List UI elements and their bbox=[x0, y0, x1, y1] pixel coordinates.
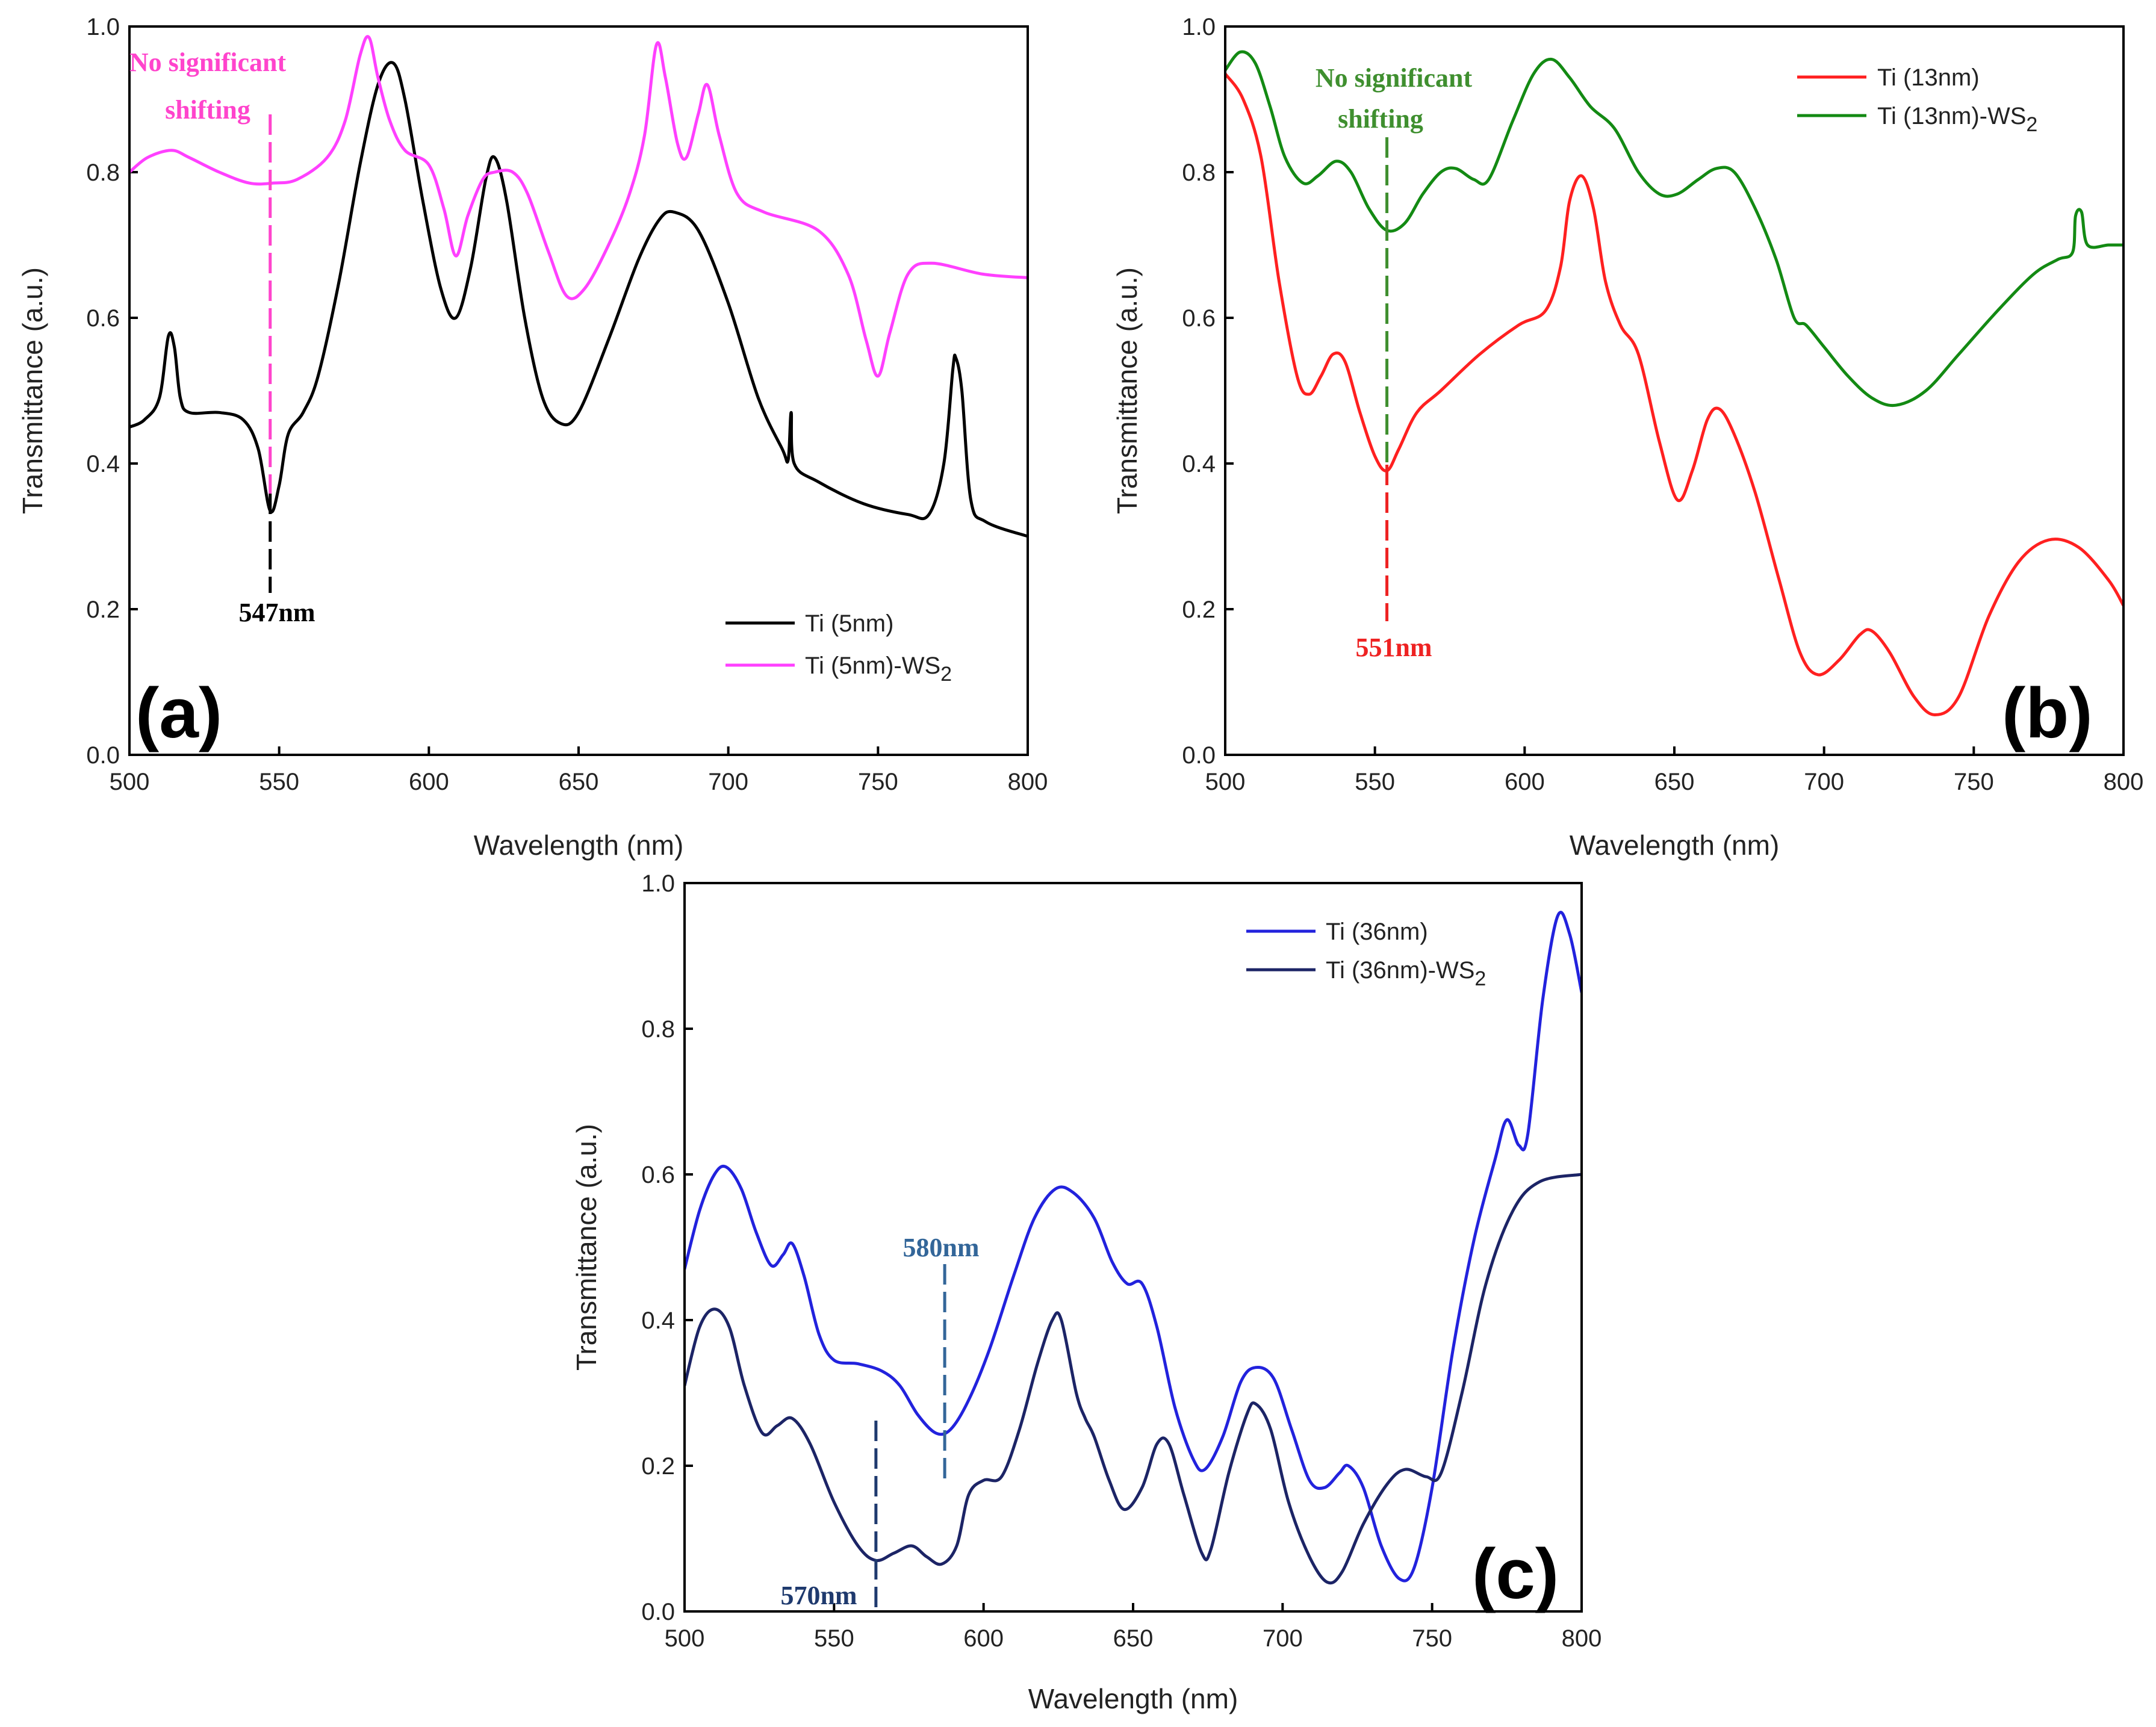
y-tick-label: 0.4 bbox=[1182, 451, 1216, 477]
panel-a-xlabel: Wavelength (nm) bbox=[474, 829, 684, 861]
panel-c-label: (c) bbox=[1472, 1534, 1559, 1614]
panel-b-xlabel: Wavelength (nm) bbox=[1570, 829, 1780, 861]
panel-a-legend: Ti (5nm) Ti (5nm)-WS2 bbox=[725, 610, 952, 686]
x-tick-label: 600 bbox=[1505, 769, 1545, 795]
panel-c-ylabel: Transmittance (a.u.) bbox=[571, 1124, 602, 1371]
panel-c-legend: Ti (36nm) Ti (36nm)-WS2 bbox=[1246, 919, 1486, 990]
x-tick-label: 700 bbox=[708, 769, 748, 795]
x-tick-label: 800 bbox=[1008, 769, 1048, 795]
panel-a-annotation-line2: shifting bbox=[165, 95, 250, 125]
y-tick-label: 0.0 bbox=[1182, 742, 1216, 769]
y-tick-label: 0.6 bbox=[641, 1162, 675, 1188]
panel-a-ticks: 500 550 600 650 700 750 800 0.0 0.2 0.4 0.6 0.8 1.0 bbox=[86, 14, 1048, 795]
x-tick-label: 550 bbox=[259, 769, 299, 795]
legend-label-ti-5nm-ws2: Ti (5nm)-WS2 bbox=[805, 653, 952, 686]
panel-c: 500 550 600 650 700 750 8000.00.20.40.60.81.0 … bbox=[571, 870, 1601, 1714]
panel-a-annotation-line1: No significant bbox=[129, 48, 287, 77]
panel-b-label: (b) bbox=[2002, 674, 2093, 753]
y-tick-label: 0.0 bbox=[641, 1599, 675, 1625]
panel-a-ylabel: Transmittance (a.u.) bbox=[17, 267, 48, 514]
panel-b-series bbox=[1225, 50, 2123, 716]
legend-label-ti-36nm-ws2: Ti (36nm)-WS2 bbox=[1326, 957, 1486, 990]
panel-c-annotation-580nm: 580nm bbox=[902, 1233, 979, 1262]
x-tick-label: 500 bbox=[1205, 769, 1246, 795]
series-line-ti-13nm- bbox=[1225, 72, 2123, 716]
y-tick-label: 0.8 bbox=[641, 1016, 675, 1043]
x-tick-label: 650 bbox=[1654, 769, 1695, 795]
x-tick-label: 750 bbox=[1412, 1625, 1452, 1652]
x-tick-label: 600 bbox=[963, 1625, 1004, 1652]
panel-a-wavelength-annotation: 547nm bbox=[238, 598, 315, 627]
x-tick-label: 500 bbox=[665, 1625, 705, 1652]
y-tick-label: 1.0 bbox=[86, 14, 120, 40]
x-tick-label: 650 bbox=[1113, 1625, 1154, 1652]
panel-c-annotation-570nm: 570nm bbox=[780, 1581, 857, 1610]
panel-c-series bbox=[685, 911, 1582, 1585]
x-tick-label: 800 bbox=[1562, 1625, 1602, 1652]
x-tick-label: 700 bbox=[1263, 1625, 1303, 1652]
series-line-ti-5nm- bbox=[129, 61, 1028, 538]
x-tick-label: 650 bbox=[559, 769, 599, 795]
panel-b-ticks: 500 550 600 650 700 750 800 0.0 0.2 0.4 0.6 0.8 1.0 bbox=[1182, 14, 2143, 795]
y-tick-label: 0.6 bbox=[86, 305, 120, 332]
y-tick-label: 0.8 bbox=[1182, 160, 1216, 186]
panel-b-axes-frame bbox=[1224, 25, 2125, 756]
panel-c-axes-frame bbox=[683, 882, 1583, 1613]
y-tick-label: 0.4 bbox=[641, 1307, 675, 1334]
x-tick-label: 500 bbox=[110, 769, 150, 795]
x-tick-label: 750 bbox=[1954, 769, 1994, 795]
panel-a-label: (a) bbox=[135, 674, 222, 753]
panel-a: 500 550 600 650 700 750 8000.00.20.40.60.81.0 … bbox=[17, 14, 1048, 861]
y-tick-label: 0.0 bbox=[86, 742, 120, 769]
series-line-ti-13nm-ws2 bbox=[1225, 50, 2123, 408]
x-tick-label: 600 bbox=[409, 769, 449, 795]
series-line-ti-36nm-ws2 bbox=[685, 1173, 1582, 1585]
y-tick-label: 1.0 bbox=[641, 870, 675, 897]
series-line-ti-36nm- bbox=[685, 911, 1582, 1583]
y-tick-label: 0.8 bbox=[86, 160, 120, 186]
series-line-ti-5nm-ws2 bbox=[129, 35, 1028, 378]
panel-b-annotation-line1: No significant bbox=[1316, 63, 1473, 93]
y-tick-label: 0.6 bbox=[1182, 305, 1216, 332]
y-tick-label: 0.2 bbox=[1182, 597, 1216, 623]
legend-label-ti-13nm-ws2: Ti (13nm)-WS2 bbox=[1877, 103, 2037, 136]
panel-b: 500 550 600 650 700 750 8000.00.20.40.60.81.0 … bbox=[1111, 14, 2143, 861]
x-tick-label: 700 bbox=[1804, 769, 1844, 795]
x-tick-label: 750 bbox=[858, 769, 898, 795]
x-tick-label: 550 bbox=[1355, 769, 1395, 795]
y-tick-label: 1.0 bbox=[1182, 14, 1216, 40]
panel-b-legend: Ti (13nm) Ti (13nm)-WS2 bbox=[1797, 64, 2037, 136]
y-tick-label: 0.2 bbox=[641, 1453, 675, 1480]
panel-a-axes-frame bbox=[128, 25, 1029, 756]
y-tick-label: 0.4 bbox=[86, 451, 120, 477]
panel-b-ylabel: Transmittance (a.u.) bbox=[1111, 267, 1143, 514]
y-tick-label: 0.2 bbox=[86, 597, 120, 623]
x-tick-label: 800 bbox=[2104, 769, 2144, 795]
legend-label-ti-5nm: Ti (5nm) bbox=[805, 610, 893, 637]
legend-label-ti-13nm: Ti (13nm) bbox=[1877, 64, 1980, 91]
panel-a-series bbox=[129, 35, 1028, 538]
legend-label-ti-36nm: Ti (36nm) bbox=[1326, 919, 1428, 945]
x-tick-label: 550 bbox=[814, 1625, 854, 1652]
panel-c-xlabel: Wavelength (nm) bbox=[1028, 1683, 1238, 1714]
panel-b-wavelength-annotation: 551nm bbox=[1355, 633, 1432, 662]
panel-c-ticks: 500 550 600 650 700 750 800 0.0 0.2 0.4 0.6 0.8 1.0 bbox=[641, 870, 1601, 1652]
panel-b-annotation-line2: shifting bbox=[1338, 104, 1423, 134]
